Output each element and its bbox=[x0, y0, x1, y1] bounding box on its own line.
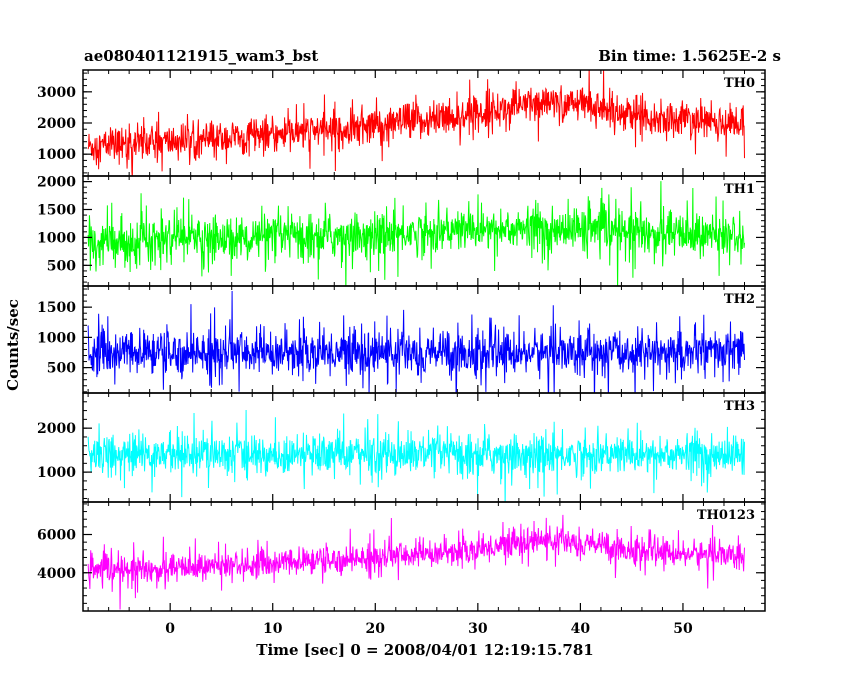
panel-th0: 1000 2000 3000 TH0 bbox=[37, 69, 766, 177]
x-tick-label: 20 bbox=[366, 621, 386, 637]
y-tick-label: 4000 bbox=[37, 566, 76, 582]
panel-label-th0123: TH0123 bbox=[697, 508, 755, 523]
panel-th1: 500 1000 1500 2000 TH1 bbox=[37, 175, 766, 287]
y-tick-label: 500 bbox=[47, 361, 76, 377]
series-th0123-line bbox=[87, 514, 745, 610]
chart-title: ae080401121915_wam3_bst bbox=[84, 47, 318, 65]
panel-frame bbox=[82, 501, 766, 612]
x-tick-label: 50 bbox=[673, 621, 693, 637]
panel-frame bbox=[82, 285, 766, 394]
bin-time-label: Bin time: 1.5625E-2 s bbox=[598, 47, 781, 65]
y-tick-label: 500 bbox=[47, 258, 76, 274]
y-tick-label: 1000 bbox=[37, 330, 76, 346]
y-tick-label: 6000 bbox=[37, 528, 76, 544]
series-th3-line bbox=[87, 410, 745, 502]
series-th2-line bbox=[87, 291, 745, 393]
panel-th0123: 4000 6000 TH0123 bbox=[37, 501, 766, 612]
panel-label-th2: TH2 bbox=[724, 292, 755, 307]
x-tick-label: 40 bbox=[571, 621, 591, 637]
panel-th2: 500 1000 1500 TH2 bbox=[37, 285, 766, 394]
panel-label-th1: TH1 bbox=[724, 182, 755, 197]
x-axis-label: Time [sec] 0 = 2008/04/01 12:19:15.781 bbox=[256, 641, 593, 659]
y-tick-label: 1000 bbox=[37, 230, 76, 246]
y-tick-label: 3000 bbox=[37, 85, 76, 101]
series-th1-line bbox=[87, 181, 745, 286]
panel-label-th3: TH3 bbox=[724, 399, 755, 414]
panels-group: 1000 2000 3000 TH0 500 1000 1500 2000 TH1 500 1000… bbox=[37, 69, 766, 612]
x-tick-label: 0 bbox=[165, 621, 175, 637]
y-tick-label: 1500 bbox=[37, 300, 76, 316]
y-axis-label: Counts/sec bbox=[4, 299, 22, 391]
y-tick-label: 2000 bbox=[37, 421, 76, 437]
y-tick-label: 1000 bbox=[37, 147, 76, 163]
x-tick-label: 10 bbox=[263, 621, 283, 637]
y-tick-label: 1000 bbox=[37, 465, 76, 481]
series-th0-line bbox=[87, 70, 745, 176]
x-axis: 0 10 20 30 40 50 bbox=[165, 621, 693, 637]
x-tick-label: 30 bbox=[468, 621, 488, 637]
y-tick-label: 1500 bbox=[37, 203, 76, 219]
panel-th3: 1000 2000 TH3 bbox=[37, 392, 766, 503]
panel-label-th0: TH0 bbox=[724, 76, 755, 91]
y-tick-label: 2000 bbox=[37, 175, 76, 191]
y-tick-label: 2000 bbox=[37, 116, 76, 132]
